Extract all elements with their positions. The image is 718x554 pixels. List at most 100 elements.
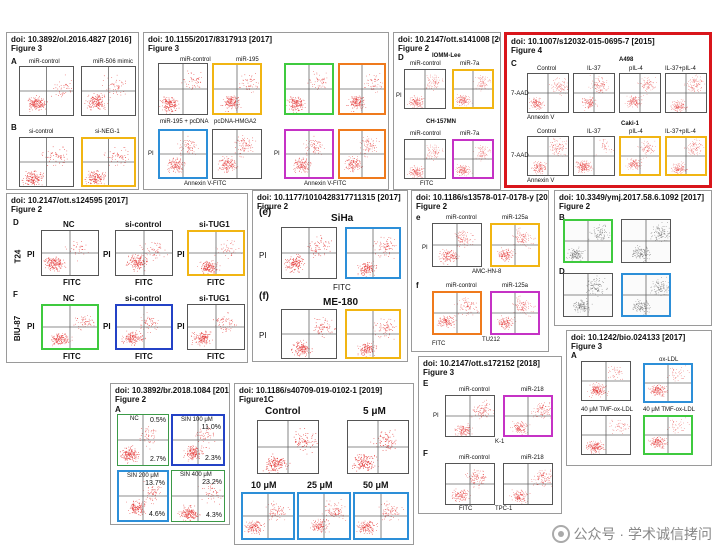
- scatter-dot-cloud: [183, 426, 216, 462]
- panel-doi: doi: 10.1177/1010428317711315 [2017]: [257, 193, 401, 202]
- flow-plot-highlighted-blue: [158, 129, 208, 179]
- flow-plot-highlighted-blue: [643, 363, 693, 403]
- plot-label: si-control: [29, 129, 54, 135]
- axis-label-y: PI: [27, 250, 35, 259]
- plot-label: miR-control: [459, 455, 490, 461]
- scatter-points: [42, 231, 98, 275]
- scatter-dot-cloud: [625, 140, 656, 170]
- plot-label: miR-control: [410, 131, 441, 137]
- figure-panel-9: doi: 10.1242/bio.024133 [2017] Figure 3 …: [566, 330, 712, 466]
- plot-label: miR-125a: [502, 283, 529, 289]
- scatter-points: [623, 275, 669, 315]
- quadrant-percent: 2.3%: [205, 455, 221, 462]
- scatter-points: [188, 305, 244, 349]
- plot-label: miR-control: [29, 59, 60, 65]
- axis-label-y: PI: [27, 322, 35, 331]
- scatter-dot-cloud: [671, 138, 705, 174]
- scatter-dot-cloud: [346, 73, 384, 112]
- plot-label: miR-control: [446, 283, 477, 289]
- scatter-points: [173, 416, 223, 464]
- scatter-dot-cloud: [121, 312, 159, 346]
- scatter-dot-cloud: [451, 469, 487, 502]
- panel-figure-label: Figure 3: [423, 368, 455, 377]
- scatter-points: [564, 274, 612, 316]
- figure-panel-11: doi: 10.1186/s40709-019-0102-1 [2019] Fi…: [234, 383, 414, 545]
- scatter-points: [645, 417, 691, 453]
- figure-panel-4-highlighted: doi: 10.1007/s12032-015-0695-7 [2015] Fi…: [504, 32, 712, 188]
- plot-label: IL-37: [587, 129, 601, 135]
- axis-label-y: 7-AAD: [511, 153, 529, 159]
- plot-label: miR-7a: [460, 61, 480, 67]
- plot-label: si-control: [125, 294, 162, 303]
- plot-label: si-TUG1: [199, 220, 230, 229]
- flow-plot-highlighted-navy: SIN 100 μM 11.0% 2.3%: [171, 414, 225, 466]
- scatter-points: [116, 231, 172, 275]
- scatter-dot-cloud: [632, 276, 669, 315]
- panel-doi: doi: 10.3892/ol.2016.4827 [2016]: [11, 35, 132, 44]
- scatter-dot-cloud: [575, 139, 614, 174]
- flow-plot-highlighted-yellow: [212, 63, 262, 115]
- plot-label: 40 μM TMF-ox-LDL: [581, 407, 634, 413]
- subpanel-letter: A: [115, 405, 121, 414]
- axis-label-x: Annexin V-FITC: [304, 181, 347, 187]
- quadrant-percent: 4.3%: [206, 512, 222, 519]
- scatter-dot-cloud: [455, 145, 492, 177]
- scatter-dot-cloud: [159, 70, 203, 114]
- scatter-dot-cloud: [21, 146, 68, 186]
- scatter-dot-cloud: [84, 147, 129, 185]
- flow-plot: [19, 137, 74, 187]
- plot-label: NC: [63, 294, 75, 303]
- axis-label-y: PI: [259, 251, 267, 260]
- scatter-dot-cloud: [43, 241, 89, 272]
- flow-plot-highlighted-orange: [338, 63, 386, 115]
- axis-label-x: FITC: [63, 278, 81, 287]
- flow-plot: [503, 463, 553, 505]
- scatter-points: [243, 494, 293, 538]
- axis-label-x: FITC: [459, 506, 473, 512]
- quadrant-percent: 0.5%: [150, 417, 166, 424]
- plot-label: 50 μM: [363, 480, 389, 490]
- scatter-points: [622, 220, 670, 262]
- scatter-points: [258, 421, 318, 473]
- scatter-dot-cloud: [356, 500, 404, 536]
- scatter-dot-cloud: [244, 500, 291, 536]
- scatter-points: [160, 131, 206, 177]
- figure-panel-5: doi: 10.2147/ott.s124595 [2017] Figure 2…: [6, 193, 248, 363]
- panel-figure-label: Figure 3: [11, 44, 43, 53]
- scatter-dot-cloud: [648, 365, 690, 397]
- scatter-points: [286, 131, 332, 177]
- scatter-dot-cloud: [454, 399, 494, 436]
- figure-panel-8: doi: 10.3349/ymj.2017.58.6.1092 [2017] F…: [554, 190, 712, 326]
- plot-label: IL-37: [587, 66, 601, 72]
- panel-doi: doi: 10.3892/br.2018.1084 [2018]: [115, 386, 230, 395]
- axis-label-y: PI: [259, 331, 267, 340]
- flow-plot-highlighted-blue: [241, 492, 295, 540]
- plot-label: Control: [537, 129, 557, 135]
- flow-plot: [432, 223, 482, 267]
- panel-doi: doi: 10.1242/bio.024133 [2017]: [571, 333, 686, 342]
- scatter-points: [172, 471, 224, 521]
- subpanel-letter: B: [11, 123, 17, 132]
- scatter-dot-cloud: [585, 419, 630, 454]
- scatter-points: [565, 221, 611, 261]
- scatter-points: [20, 138, 73, 186]
- axis-label-x: FITC: [207, 352, 225, 361]
- axis-label-x: Annexin V-FITC: [184, 181, 227, 187]
- subpanel-letter: A: [571, 351, 577, 360]
- row-label: T24: [13, 249, 23, 264]
- scatter-dot-cloud: [648, 417, 690, 449]
- axis-label-y: PI: [103, 250, 111, 259]
- panel-figure-label: Figure 2: [115, 395, 147, 404]
- flow-plot: [573, 136, 615, 176]
- scatter-points: [582, 362, 630, 400]
- plot-label: 40 μM TMF-ox-LDL: [643, 407, 696, 413]
- flow-plot-highlighted-yellow: [187, 230, 245, 276]
- scatter-points: [282, 310, 336, 358]
- scatter-dot-cloud: [531, 137, 567, 175]
- flow-plot: [187, 304, 245, 350]
- scatter-points: [666, 74, 706, 112]
- scatter-points: [159, 64, 207, 114]
- panel-figure-label: Figure 2: [398, 44, 430, 53]
- panel-doi: doi: 10.3349/ymj.2017.58.6.1092 [2017]: [559, 193, 704, 202]
- scatter-dot-cloud: [262, 428, 318, 473]
